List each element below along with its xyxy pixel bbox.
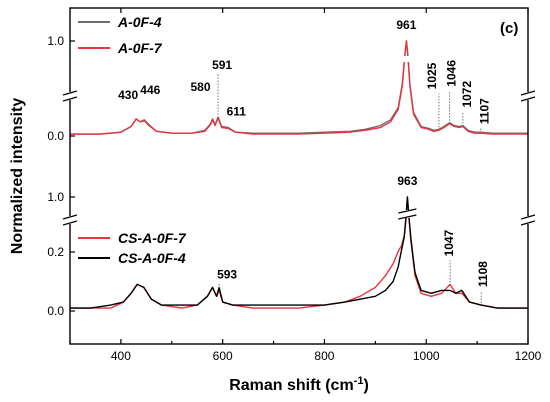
peak-break-gap xyxy=(397,210,418,218)
legend-label: A-0F-4 xyxy=(117,14,162,30)
x-axis-title-main: Raman shift (cm xyxy=(229,377,353,394)
peak-label-1047: 1047 xyxy=(442,229,456,256)
axis-break-mark xyxy=(520,214,536,220)
peak-label-1108: 1108 xyxy=(476,261,490,287)
legend-label: A-0F-7 xyxy=(117,40,163,56)
axes-layer xyxy=(62,7,536,345)
axis-break-mark xyxy=(62,90,78,96)
axis-break-mark xyxy=(520,96,536,102)
legend-label: CS-A-0F-4 xyxy=(118,250,186,266)
x-axis-title: Raman shift (cm-1) xyxy=(229,375,369,394)
peak-break-mark xyxy=(398,208,417,214)
axis-break-gap xyxy=(64,216,76,224)
peak-label-1025: 1025 xyxy=(425,62,439,89)
peak-label-446: 446 xyxy=(140,83,160,97)
x-tick-label: 800 xyxy=(314,349,334,363)
series-line-a-0f-7 xyxy=(70,40,528,135)
axis-break-gap xyxy=(522,216,534,224)
peak-label-963: 963 xyxy=(397,174,417,188)
peak-break-gap xyxy=(396,56,417,62)
peak-label-593: 593 xyxy=(217,267,237,281)
peak-label-961: 961 xyxy=(396,18,416,32)
x-axis-title-close: ) xyxy=(363,377,368,394)
y-tick-label: 0.0 xyxy=(47,129,64,143)
y-tick-label: 1.0 xyxy=(47,190,64,204)
axis-break-mark xyxy=(62,214,78,220)
panel-label: (c) xyxy=(500,20,518,37)
axis-break-mark xyxy=(520,90,536,96)
legend-layer: A-0F-4 A-0F-7 CS-A-0F-7 CS-A-0F-4 xyxy=(78,14,187,266)
peak-label-430: 430 xyxy=(118,88,138,102)
axis-break-mark xyxy=(62,220,78,226)
plot-frame xyxy=(69,7,529,345)
plot-layer xyxy=(70,40,528,309)
y-axis-title: Normalized intensity xyxy=(9,98,26,255)
peak-label-611: 611 xyxy=(227,104,247,118)
y-tick-label: 1.0 xyxy=(47,34,64,48)
peak-label-591: 591 xyxy=(212,58,232,72)
axis-break-mark xyxy=(62,96,78,102)
peak-label-580: 580 xyxy=(190,80,210,94)
axis-break-mark xyxy=(520,220,536,226)
axis-break-gap xyxy=(522,92,534,100)
axis-break-gap xyxy=(64,92,76,100)
peak-break-mark xyxy=(398,214,417,220)
peak-label-1046: 1046 xyxy=(445,60,459,87)
x-tick-label: 1200 xyxy=(515,349,542,363)
y-tick-label: 0.0 xyxy=(47,304,64,318)
y-tick-label: 0.2 xyxy=(47,245,64,259)
x-tick-label: 600 xyxy=(213,349,233,363)
peak-label-1072: 1072 xyxy=(460,81,474,108)
legend-label: CS-A-0F-7 xyxy=(118,230,187,246)
x-tick-label: 1000 xyxy=(413,349,440,363)
x-axis-title-sup: -1 xyxy=(354,375,364,387)
x-tick-label: 400 xyxy=(111,349,131,363)
series-line-cs-a-0f-4 xyxy=(70,196,528,309)
peak-label-1107: 1107 xyxy=(478,98,492,124)
